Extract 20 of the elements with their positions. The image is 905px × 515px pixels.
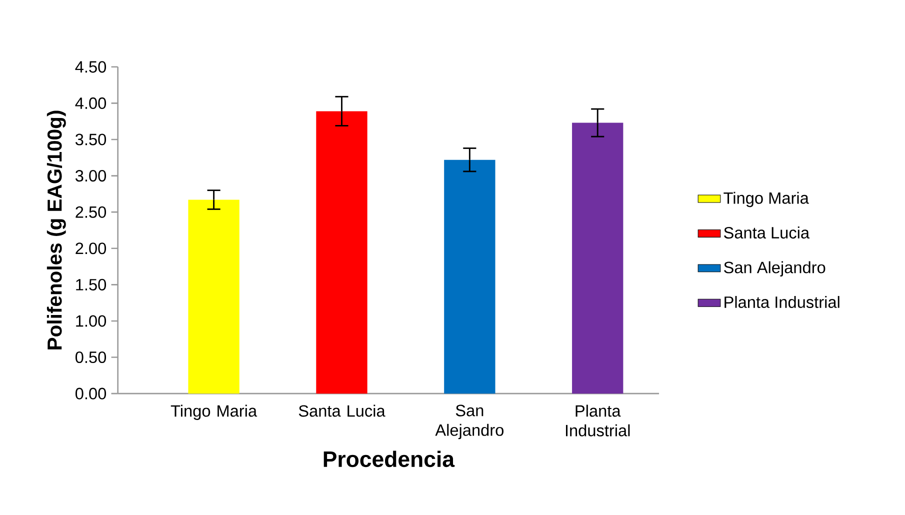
legend-label: Planta Industrial [724,296,840,308]
legend-label: Santa Lucia [724,226,810,239]
y-tick-label: 3.00 [75,170,106,182]
y-tick-label: 0.00 [76,388,106,400]
y-axis-title: Polifenoles (g EAG/100g) [46,111,66,350]
x-tick-label: Planta Industrial [566,404,630,437]
x-tick-label: Tingo Maria [170,404,258,420]
x-axis-title: Procedencia [324,450,455,468]
x-tick-label: Santa Lucia [298,404,386,417]
legend-label: San Alejandro [724,261,826,277]
y-tick-label: 0.50 [76,352,106,364]
y-tick-label: 3.50 [75,134,106,146]
y-tick-label: 4.50 [75,61,106,73]
y-tick-label: 2.50 [76,206,106,218]
legend-label: Tingo Maria [724,192,809,208]
y-tick-label: 1.00 [76,315,106,327]
y-tick-label: 4.00 [75,98,106,110]
y-tick-label: 2.00 [76,242,106,254]
x-tick-label: San Alejandro [435,404,504,440]
y-tick-label: 1.50 [76,279,106,291]
